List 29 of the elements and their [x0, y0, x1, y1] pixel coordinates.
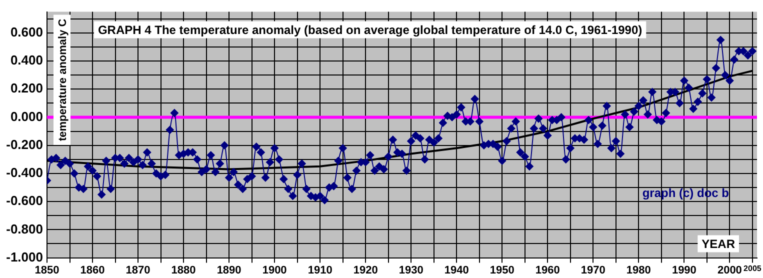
x-tick-label: 1910: [308, 264, 332, 276]
x-tick-label: 1960: [535, 264, 560, 276]
x-tick-label: 1990: [672, 264, 696, 276]
y-tick-label: 0.000: [10, 108, 43, 124]
y-tick-label: -1.000: [6, 249, 43, 264]
x-tick-label: 1880: [171, 264, 196, 276]
y-axis-title: temperature anomaly C: [57, 18, 70, 142]
y-tick-label: -0.600: [6, 193, 43, 208]
y-tick-label: -0.800: [6, 221, 43, 236]
x-tick-label: 2005: [744, 264, 762, 273]
x-tick-label: 1970: [580, 264, 606, 276]
y-tick-label: 0.400: [10, 52, 43, 68]
text: GRAPH 4 The temperature anomaly (based on average global temperature of 14.0 C, 1961-1990): [98, 23, 642, 38]
x-tick-label: 2000: [717, 264, 742, 276]
x-tick-label: 1860: [80, 264, 105, 276]
y-tick-label: -0.200: [6, 136, 43, 152]
x-tick-label: 1930: [398, 264, 424, 276]
x-tick-label: 1890: [216, 264, 242, 276]
x-tick-label: 1940: [444, 264, 469, 276]
x-tick-label: 1900: [262, 264, 287, 276]
y-tick-label: 0.200: [10, 80, 43, 96]
x-tick-label: 1870: [126, 264, 150, 276]
y-tick-label: 0.600: [10, 24, 43, 40]
y-tick-label: -0.400: [6, 165, 43, 180]
x-tick-label: 1950: [490, 264, 514, 276]
x-tick-label: 1920: [353, 264, 378, 276]
x-tick-label: 1980: [626, 264, 651, 276]
x-tick-label: 1850: [34, 264, 60, 276]
x-axis-title: YEAR: [702, 237, 736, 252]
